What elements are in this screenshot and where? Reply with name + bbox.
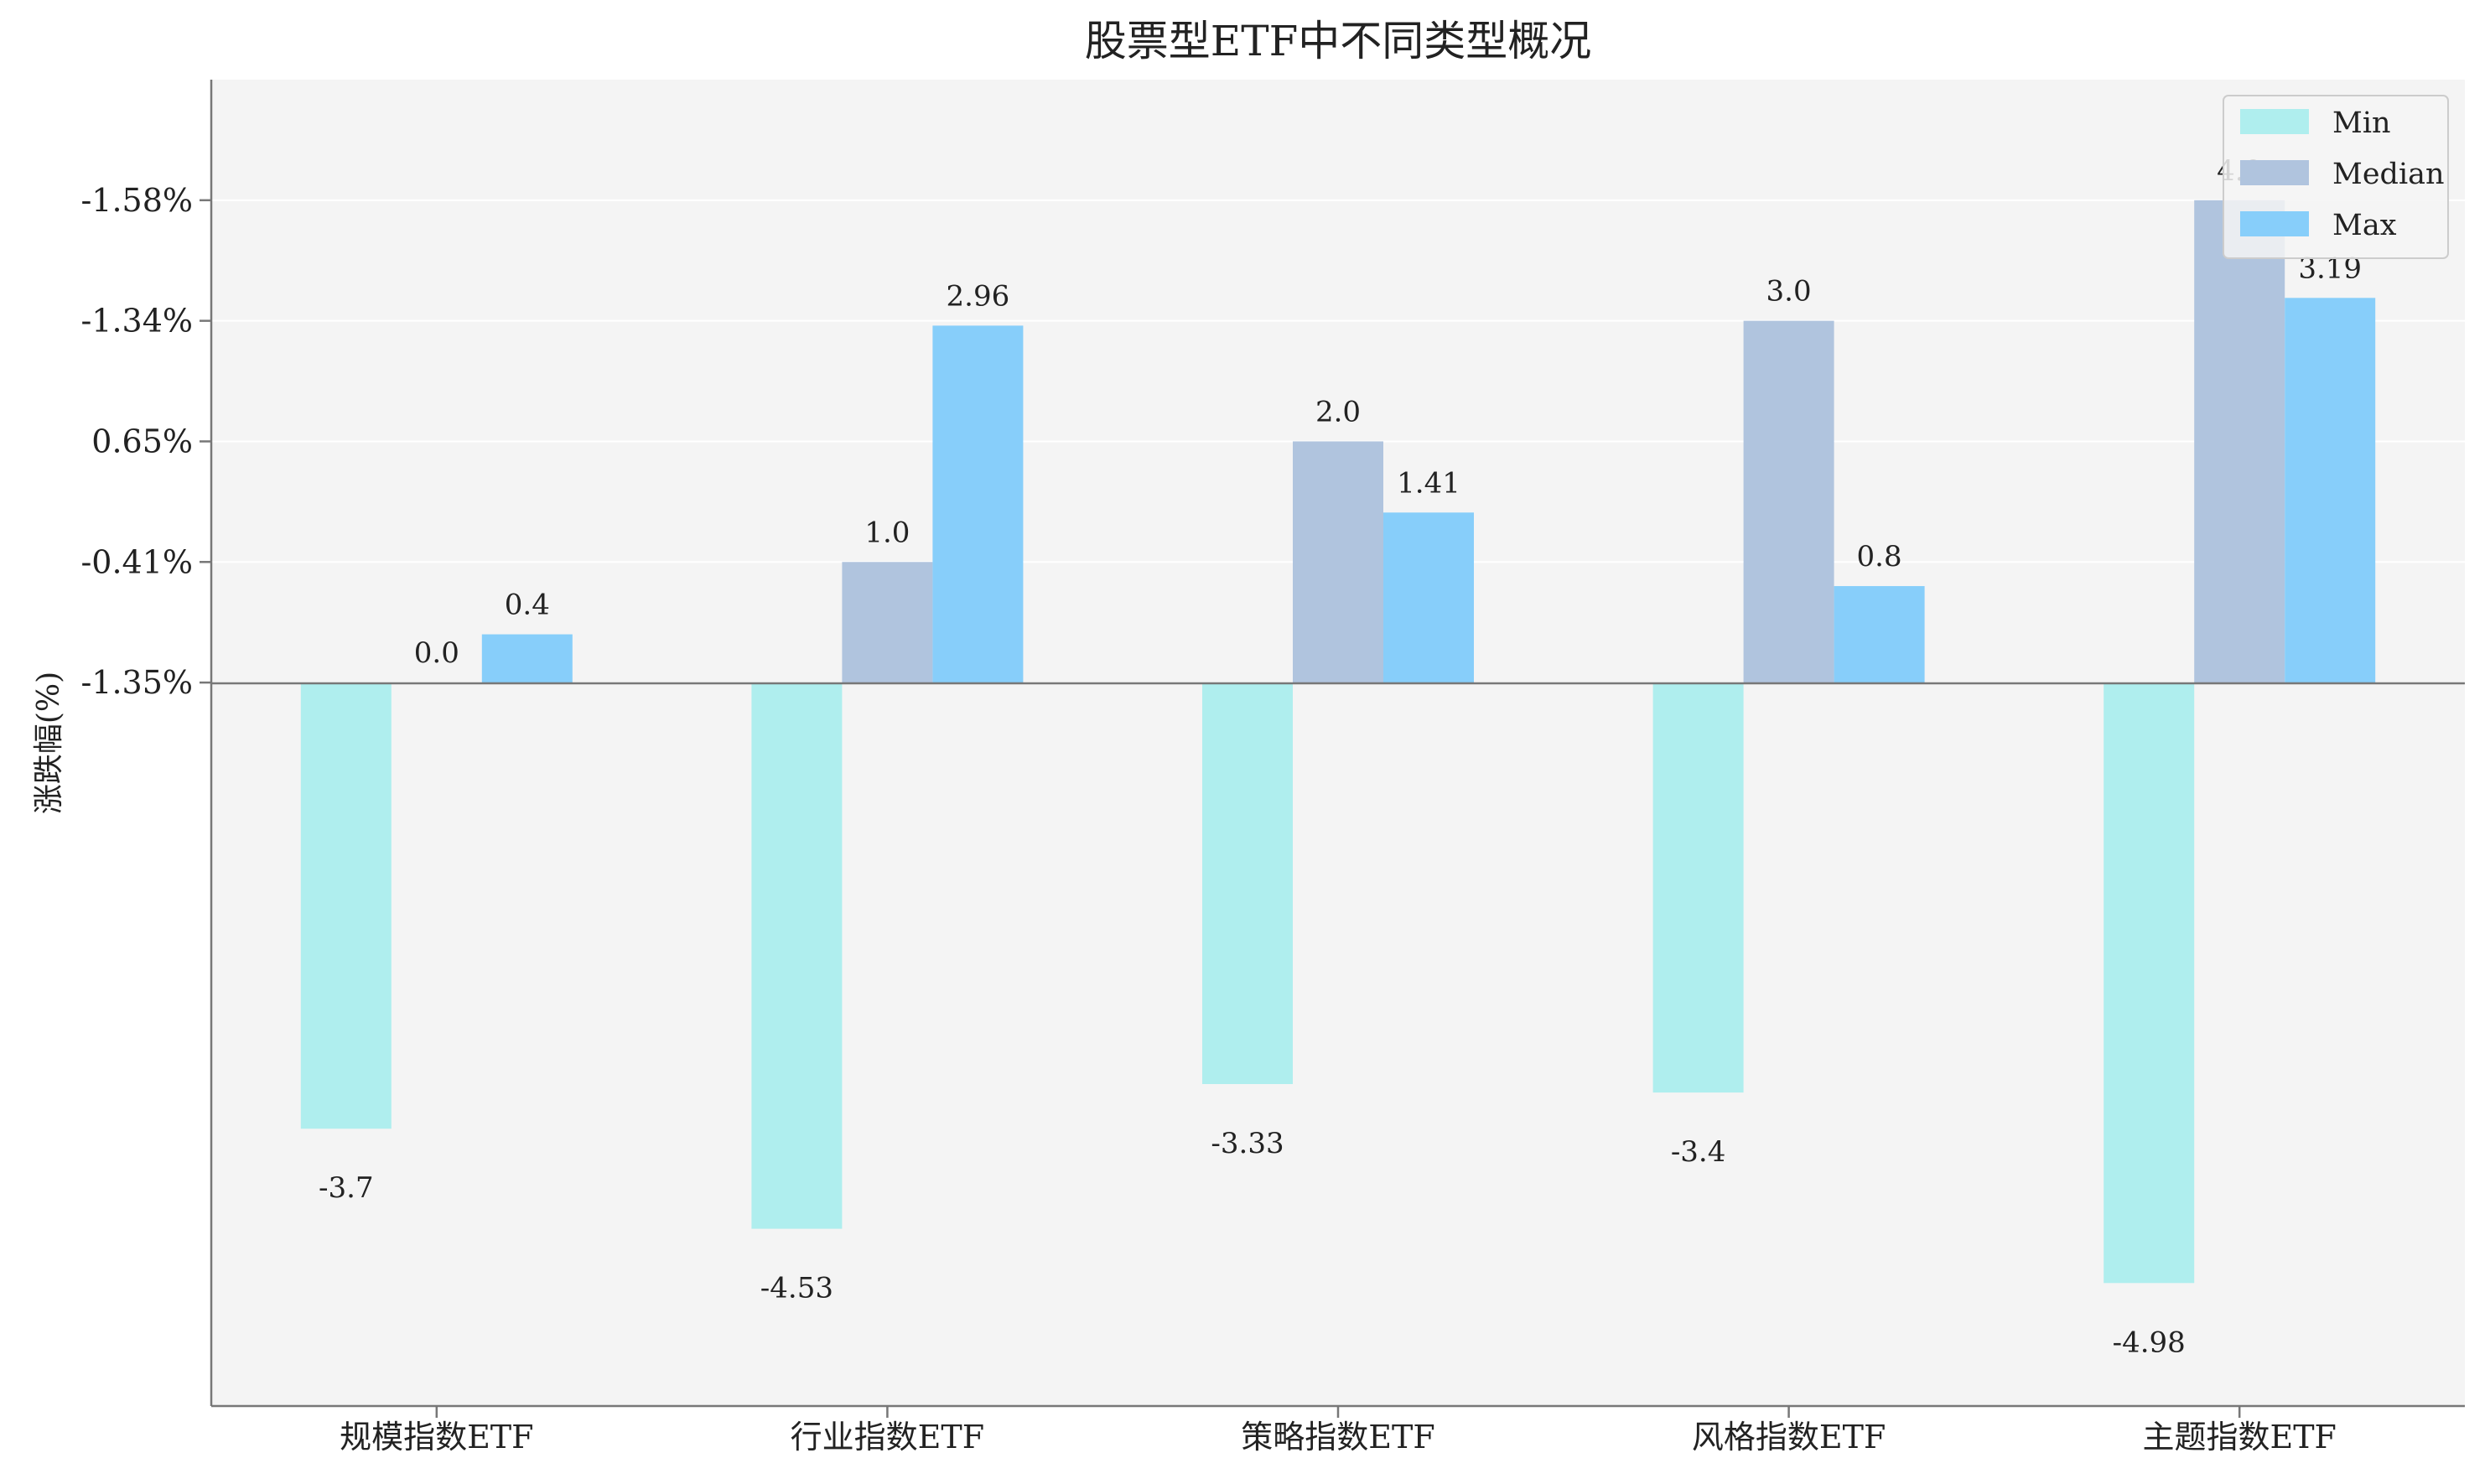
bar-median	[1293, 441, 1383, 683]
y-axis-label: 涨跌幅(%)	[32, 672, 66, 814]
data-label: 0.8	[1857, 540, 1902, 573]
legend-label: Min	[2332, 106, 2391, 140]
y-axis-ticks: -1.35% -0.41% 0.65% -1.34% -1.58%	[80, 182, 211, 701]
legend-swatch-max	[2240, 211, 2309, 236]
legend-label: Max	[2332, 209, 2397, 242]
bar-max	[1383, 512, 1474, 683]
y-tick-label: -1.35%	[80, 664, 193, 701]
data-label: 1.41	[1397, 466, 1460, 500]
bar-max	[481, 634, 573, 683]
data-label: -3.33	[1211, 1127, 1284, 1160]
bar-min	[1652, 682, 1744, 1093]
data-labels: -3.7 0.0 0.4 -4.53 1.0 2.96 -3.33 2.0 1.41 -3.4 3.…	[319, 154, 2362, 1359]
x-tick-label: 策略指数ETF	[1241, 1419, 1434, 1455]
data-label: 3.0	[1766, 275, 1812, 309]
bar-min	[300, 682, 392, 1129]
data-label: 1.0	[864, 516, 910, 549]
bar-max	[2285, 298, 2376, 683]
x-tick-label: 主题指数ETF	[2142, 1419, 2336, 1455]
legend-swatch-min	[2240, 109, 2309, 134]
legend-swatch-median	[2240, 160, 2309, 185]
x-axis-ticks: 规模指数ETF 行业指数ETF 策略指数ETF 风格指数ETF 主题指数ETF	[340, 1406, 2337, 1455]
y-tick-label: 0.65%	[91, 423, 193, 459]
x-tick-label: 规模指数ETF	[340, 1419, 533, 1455]
bar-min	[751, 682, 843, 1229]
bar-median	[1743, 320, 1834, 683]
data-label: 0.0	[414, 636, 459, 670]
bar-max	[932, 325, 1024, 683]
x-tick-label: 风格指数ETF	[1692, 1419, 1886, 1455]
y-tick-label: -1.58%	[80, 182, 193, 219]
chart-title: 股票型ETF中不同类型概况	[1085, 17, 1592, 65]
bar-max	[1834, 586, 1925, 683]
y-tick-label: -1.34%	[80, 303, 193, 340]
data-label: -3.7	[319, 1171, 374, 1205]
data-label: -4.53	[760, 1272, 833, 1305]
bar-median	[2194, 200, 2285, 683]
y-tick-label: -0.41%	[80, 543, 193, 580]
plot-background	[211, 80, 2465, 1406]
data-label: -3.4	[1671, 1135, 1726, 1169]
data-label: 2.96	[947, 279, 1010, 313]
data-label: -4.98	[2113, 1326, 2186, 1359]
legend: Min Median Max	[2223, 95, 2449, 259]
bar-min	[2104, 682, 2195, 1284]
data-label: 2.0	[1315, 395, 1361, 428]
bars	[300, 200, 2376, 1284]
data-label: 0.4	[505, 589, 550, 622]
bar-min	[1202, 682, 1293, 1085]
bar-median	[842, 562, 933, 683]
x-tick-label: 行业指数ETF	[791, 1419, 984, 1455]
legend-label: Median	[2332, 158, 2445, 191]
